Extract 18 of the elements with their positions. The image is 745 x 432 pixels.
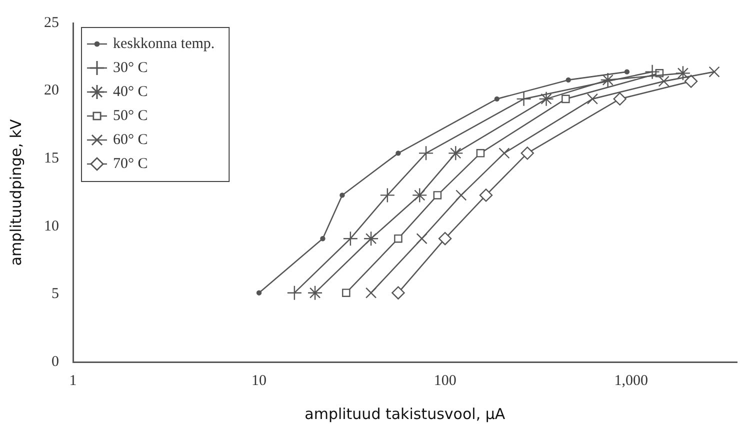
x-axis-title: amplituud takistusvool, µA bbox=[304, 404, 506, 423]
legend-label: keskkonna temp. bbox=[113, 36, 215, 52]
y-tick-label: 25 bbox=[44, 14, 59, 31]
legend-label: 60° C bbox=[113, 132, 148, 148]
x-tick-label: 10 bbox=[252, 372, 267, 389]
legend-label: 40° C bbox=[113, 84, 148, 100]
y-tick-label: 15 bbox=[44, 150, 59, 167]
y-tick-label: 20 bbox=[44, 82, 59, 99]
x-tick-label: 1 bbox=[69, 372, 77, 389]
y-tick-label: 5 bbox=[52, 286, 59, 302]
x-tick-label: 1,000 bbox=[614, 372, 648, 389]
legend-label: 30° C bbox=[113, 60, 148, 76]
y-axis-title: amplituudpinge, kV bbox=[6, 118, 25, 266]
legend-label: 70° C bbox=[113, 156, 148, 172]
y-tick-label: 10 bbox=[44, 218, 59, 234]
legend-label: 50° C bbox=[113, 108, 148, 124]
x-tick-label: 100 bbox=[434, 372, 456, 389]
y-tick-label: 0 bbox=[52, 354, 59, 370]
